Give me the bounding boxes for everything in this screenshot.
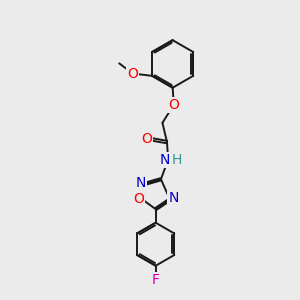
Text: F: F [152,273,160,287]
Text: O: O [133,192,144,206]
Text: H: H [172,153,182,167]
Text: O: O [141,132,152,146]
Text: O: O [128,67,138,81]
Text: O: O [168,98,179,112]
Text: N: N [160,153,170,167]
Text: N: N [168,191,178,205]
Text: N: N [135,176,146,190]
